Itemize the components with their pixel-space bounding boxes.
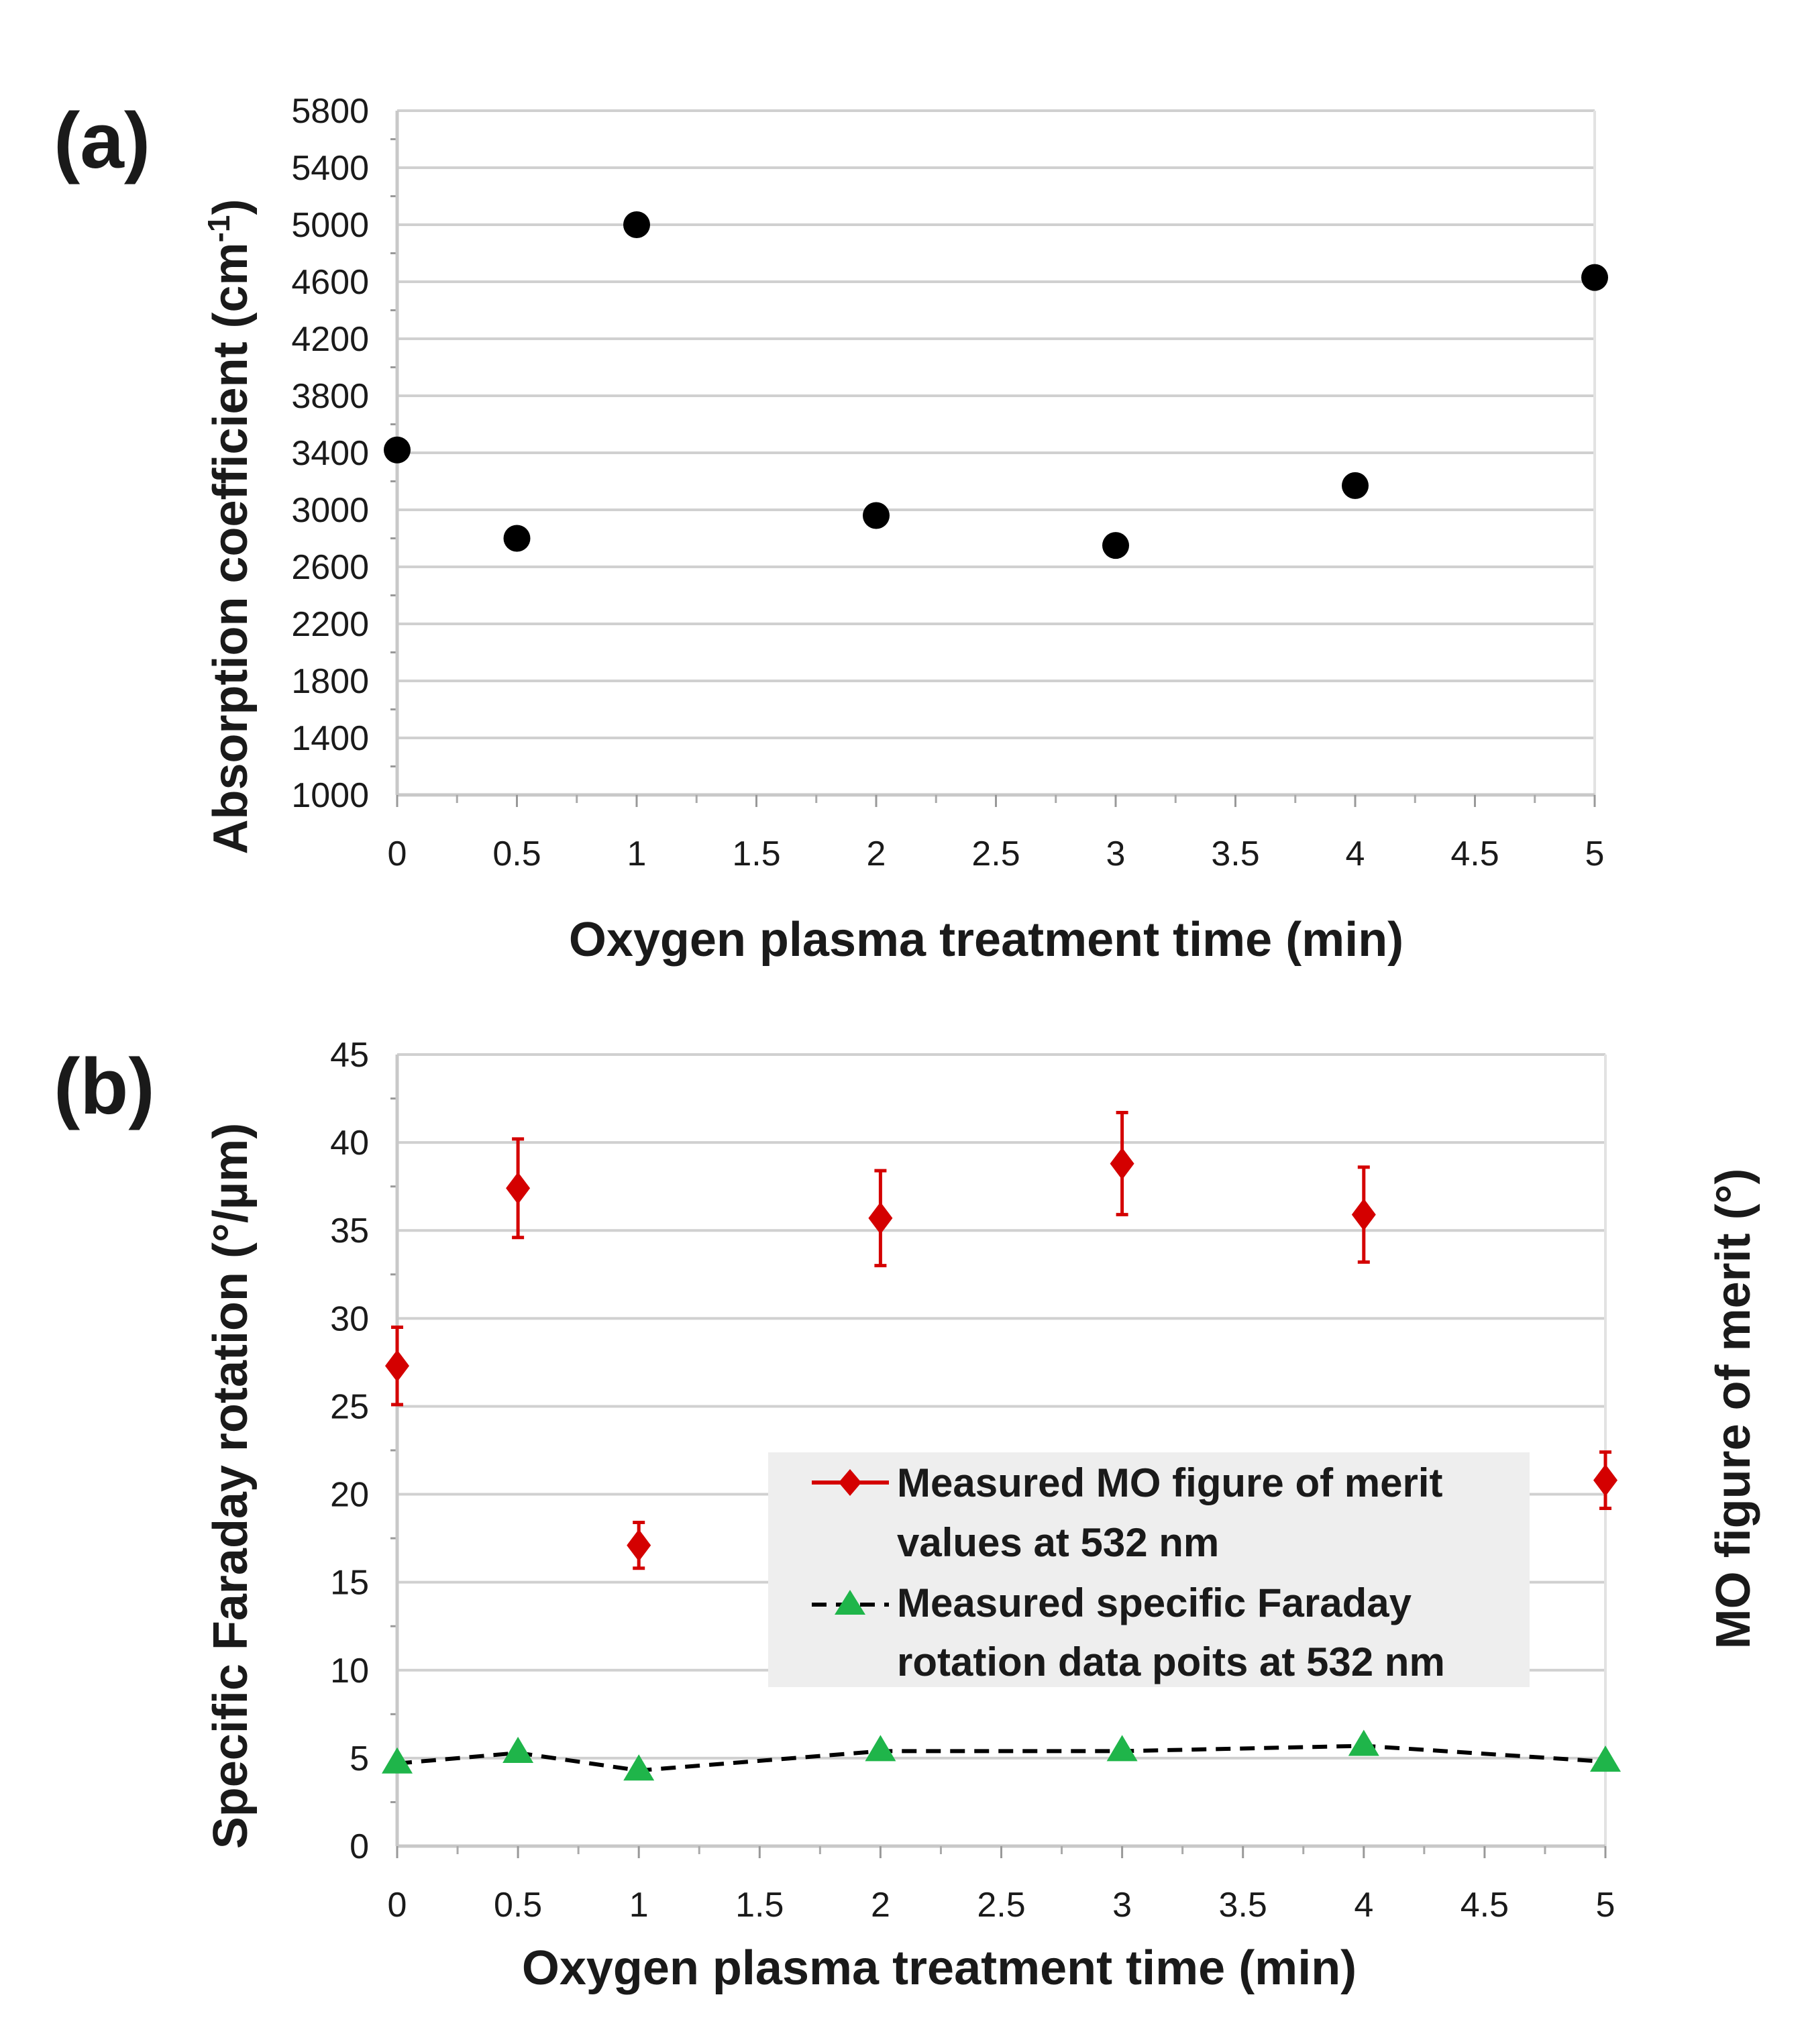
panel-a-x-axis-title: Oxygen plasma treatment time (min) [569,913,1403,967]
panel-b-chart: (b) 0 0.5 1 1.5 2 2.5 3 3.5 4 4.5 5 0 5 10 15 20 25 30 35… [54,1036,1760,1995]
merit-diamond-point [1593,1464,1617,1497]
legend-faraday-text-line2: rotation data poits at 532 nm [897,1639,1445,1684]
panel-b-faraday-series [382,1729,1621,1781]
merit-diamond-point [1351,1198,1376,1231]
b-y-tick-label: 15 [330,1564,369,1603]
a-x-tick-label: 0 [388,835,407,873]
b-y-tick-label: 10 [330,1652,369,1690]
merit-diamond-point [506,1172,531,1205]
legend-background [768,1452,1530,1687]
faraday-triangle-point [865,1735,896,1762]
b-y-tick-label: 45 [330,1036,369,1075]
a-y-tick-label: 4600 [291,263,369,302]
merit-diamond-point [385,1350,409,1383]
b-x-tick-label: 4.5 [1461,1886,1509,1925]
panel-b-axes [390,1055,1607,1858]
panel-a-y-axis-title-close: ) [204,199,258,215]
a-y-tick-label: 5400 [291,149,369,188]
legend-faraday-text-line1: Measured specific Faraday [897,1580,1412,1625]
a-x-tick-label: 2 [867,835,886,873]
panel-b-gridlines [397,1053,1605,1847]
panel-b-y-ticks: 0 5 10 15 20 25 30 35 40 45 [330,1036,369,1866]
a-y-tick-label: 1400 [291,719,369,758]
a-x-tick-label: 0.5 [492,835,541,873]
panel-a-data-point [503,525,531,552]
a-x-tick-label: 5 [1585,835,1605,873]
panel-a-data-point [384,436,411,464]
panel-b-x-axis-title: Oxygen plasma treatment time (min) [522,1941,1357,1995]
legend-merit-marker [839,1469,861,1496]
panel-a-data-point [1102,532,1129,559]
b-y-tick-label: 20 [330,1476,369,1515]
a-y-tick-label: 2600 [291,548,369,587]
b-x-tick-label: 1 [629,1886,649,1925]
panel-a-points [384,211,1608,559]
a-y-tick-label: 5000 [291,206,369,245]
merit-diamond-point [627,1529,651,1562]
merit-diamond-point [868,1201,893,1234]
a-x-tick-label: 2.5 [971,835,1020,873]
a-x-tick-label: 4 [1346,835,1365,873]
a-x-tick-label: 3.5 [1211,835,1259,873]
b-x-tick-label: 2.5 [977,1886,1025,1925]
a-y-tick-label: 3800 [291,377,369,416]
b-y-tick-label: 0 [350,1827,369,1866]
b-x-tick-label: 5 [1596,1886,1615,1925]
a-y-tick-label: 1000 [291,776,369,815]
panel-a-y-axis-title-main: Absorption coefficient (cm [204,242,258,854]
panel-b-left-y-axis-title: Specific Faraday rotation (°/µm) [204,1123,258,1849]
b-x-tick-label: 0.5 [494,1886,542,1925]
panel-b-x-ticks: 0 0.5 1 1.5 2 2.5 3 3.5 4 4.5 5 [388,1886,1615,1925]
b-y-tick-label: 25 [330,1387,369,1426]
a-y-tick-label: 4200 [291,320,369,359]
a-y-tick-label: 5800 [291,92,369,131]
panel-a-y-axis-title: Absorption coefficient (cm-1) [201,199,258,855]
faraday-triangle-point [1106,1735,1138,1762]
legend-merit-text-line2: values at 532 nm [897,1520,1219,1565]
panel-b-merit-series [385,1111,1617,1570]
a-x-tick-label: 1 [627,835,647,873]
panel-a-data-point [1342,472,1369,499]
a-y-tick-label: 1800 [291,662,369,701]
panel-a-axes [390,111,1596,807]
b-x-tick-label: 0 [388,1886,407,1925]
b-y-tick-label: 30 [330,1299,369,1338]
legend-faraday-marker [835,1590,865,1615]
b-x-tick-label: 1.5 [735,1886,784,1925]
a-y-tick-label: 3000 [291,491,369,530]
panel-a-chart: (a) 0 0.5 1 1.5 2 2.5 3 3.5 4 4.5 5 1000 1400 1800 22… [54,92,1608,967]
faraday-triangle-point [1348,1729,1379,1756]
legend-merit-text-line1: Measured MO figure of merit [897,1460,1442,1505]
faraday-triangle-point [382,1747,413,1774]
faraday-triangle-point [502,1737,534,1764]
a-y-tick-label: 2200 [291,605,369,644]
panel-a-data-point [863,502,890,529]
merit-diamond-point [1110,1147,1134,1180]
panel-a-x-ticks: 0 0.5 1 1.5 2 2.5 3 3.5 4 4.5 5 [388,835,1605,873]
a-x-tick-label: 3 [1106,835,1126,873]
b-y-tick-label: 40 [330,1124,369,1163]
panel-b-label: (b) [54,1042,155,1131]
faraday-triangle-point [623,1754,655,1781]
panel-a-data-point [623,211,650,238]
b-x-tick-label: 3.5 [1219,1886,1267,1925]
b-x-tick-label: 3 [1112,1886,1132,1925]
b-y-tick-label: 5 [350,1739,369,1778]
faraday-triangle-point [1590,1745,1621,1772]
a-x-tick-label: 4.5 [1450,835,1499,873]
panel-a-data-point [1581,264,1608,291]
panel-a-y-ticks: 1000 1400 1800 2200 2600 3000 3400 3800 4200 4600… [291,92,369,815]
panel-b-right-y-axis-title: MO figure of merit (°) [1707,1169,1760,1650]
panel-a-label: (a) [54,97,150,185]
b-x-tick-label: 4 [1354,1886,1373,1925]
panel-b-legend: Measured MO figure of merit values at 53… [768,1452,1530,1687]
b-x-tick-label: 2 [871,1886,890,1925]
panel-a-y-axis-title-sup: -1 [201,215,236,243]
a-y-tick-label: 3400 [291,434,369,473]
b-y-tick-label: 35 [330,1212,369,1250]
a-x-tick-label: 1.5 [732,835,780,873]
panel-a-gridlines [397,109,1595,796]
